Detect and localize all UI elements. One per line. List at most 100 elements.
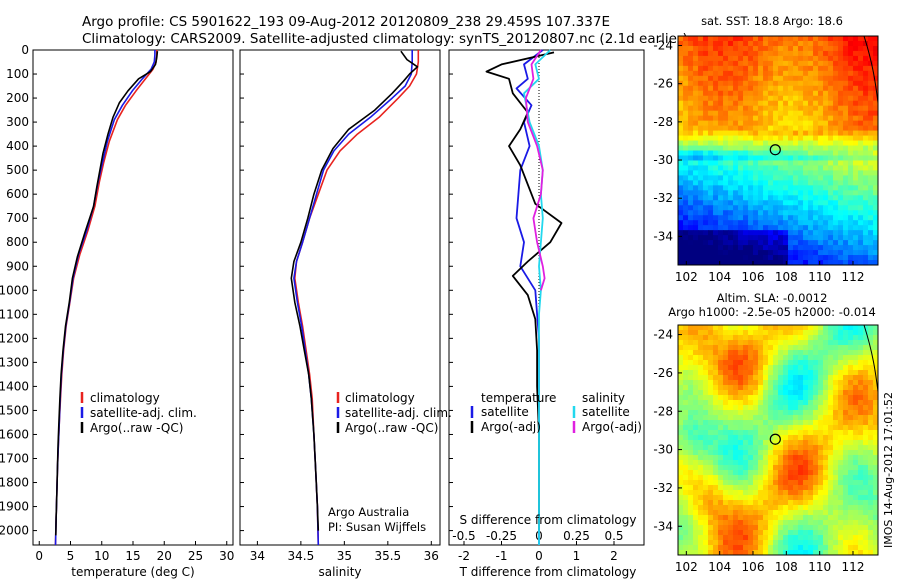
map-cell xyxy=(743,215,749,221)
map-cell xyxy=(758,425,764,431)
map-cell xyxy=(823,215,829,221)
map-cell xyxy=(713,55,719,62)
map-cell xyxy=(788,390,794,396)
map-cell xyxy=(718,195,724,201)
map-cell xyxy=(733,440,739,446)
map-cell xyxy=(828,45,834,52)
map-cell xyxy=(733,36,739,42)
map-cell xyxy=(713,525,719,531)
map-cell xyxy=(758,535,764,541)
map-cell xyxy=(868,515,874,521)
map-cell xyxy=(748,225,754,231)
map-cell xyxy=(868,380,874,386)
map-cell xyxy=(743,355,749,361)
map-cell xyxy=(813,455,819,461)
map-cell xyxy=(838,330,844,336)
map-cell xyxy=(703,475,709,481)
map-cell xyxy=(708,135,714,142)
map-cell xyxy=(688,465,694,471)
map-cell xyxy=(678,340,684,346)
map-cell xyxy=(808,100,814,107)
map-cell xyxy=(713,435,719,441)
map-cell xyxy=(858,170,864,176)
map-cell xyxy=(838,365,844,371)
map-cell xyxy=(868,235,874,241)
map-cell xyxy=(853,475,859,481)
map-cell xyxy=(783,390,789,396)
map-cell xyxy=(763,70,769,77)
map-cell xyxy=(728,230,734,236)
map-cell xyxy=(828,250,834,256)
map-cell xyxy=(853,430,859,436)
map-cell xyxy=(733,235,739,241)
map-cell xyxy=(733,155,739,162)
map-cell xyxy=(873,390,878,396)
map-cell xyxy=(698,460,704,466)
map-cell xyxy=(763,525,769,531)
map-cell xyxy=(763,220,769,226)
map-cell xyxy=(843,100,849,107)
map-cell xyxy=(793,60,799,67)
map-cell xyxy=(723,500,729,506)
map-cell xyxy=(713,80,719,87)
map-cell xyxy=(693,475,699,481)
map-cell xyxy=(793,325,799,331)
map-cell xyxy=(778,230,784,236)
map-cell xyxy=(748,170,754,176)
map-cell xyxy=(828,130,834,137)
map-cell xyxy=(853,520,859,526)
map-cell xyxy=(708,545,714,551)
map-cell xyxy=(683,500,689,506)
map-cell xyxy=(858,355,864,361)
map-cell xyxy=(833,545,839,551)
map-cell xyxy=(868,36,874,42)
map-cell xyxy=(718,345,724,351)
map-cell xyxy=(783,405,789,411)
map-cell xyxy=(693,260,699,265)
map-cell xyxy=(853,415,859,421)
map-cell xyxy=(693,200,699,206)
map-cell xyxy=(798,495,804,501)
map-cell xyxy=(688,95,694,102)
map-x-tick-label: 106 xyxy=(742,270,765,284)
map-cell xyxy=(718,40,724,47)
difference-x2-label: S difference from climatology xyxy=(460,513,637,527)
map-cell xyxy=(718,50,724,57)
map-cell xyxy=(738,155,744,162)
map-cell xyxy=(683,460,689,466)
map-cell xyxy=(683,520,689,526)
map-cell xyxy=(793,175,799,181)
map-cell xyxy=(808,235,814,241)
map-cell xyxy=(713,190,719,196)
map-cell xyxy=(863,535,869,541)
map-cell xyxy=(748,145,754,152)
map-cell xyxy=(718,95,724,102)
map-cell xyxy=(858,420,864,426)
map-cell xyxy=(868,190,874,196)
map-cell xyxy=(683,530,689,536)
map-cell xyxy=(828,525,834,531)
map-cell xyxy=(788,250,794,256)
map-cell xyxy=(683,420,689,426)
map-cell xyxy=(678,185,684,191)
map-cell xyxy=(803,410,809,416)
map-cell xyxy=(788,530,794,536)
map-cell xyxy=(678,95,684,102)
map-cell xyxy=(703,145,709,152)
map-cell xyxy=(833,150,839,157)
map-cell xyxy=(783,155,789,162)
map-cell xyxy=(843,455,849,461)
map-cell xyxy=(713,65,719,72)
map-cell xyxy=(708,36,714,42)
map-cell xyxy=(873,70,878,77)
map-cell xyxy=(863,335,869,341)
map-cell xyxy=(818,425,824,431)
map-cell xyxy=(698,550,704,555)
x2-tick-label: 0.25 xyxy=(563,529,590,543)
map-cell xyxy=(733,385,739,391)
map-cell xyxy=(768,250,774,256)
map-cell xyxy=(718,100,724,107)
map-cell xyxy=(733,45,739,52)
map-cell xyxy=(773,530,779,536)
map-cell xyxy=(688,495,694,501)
